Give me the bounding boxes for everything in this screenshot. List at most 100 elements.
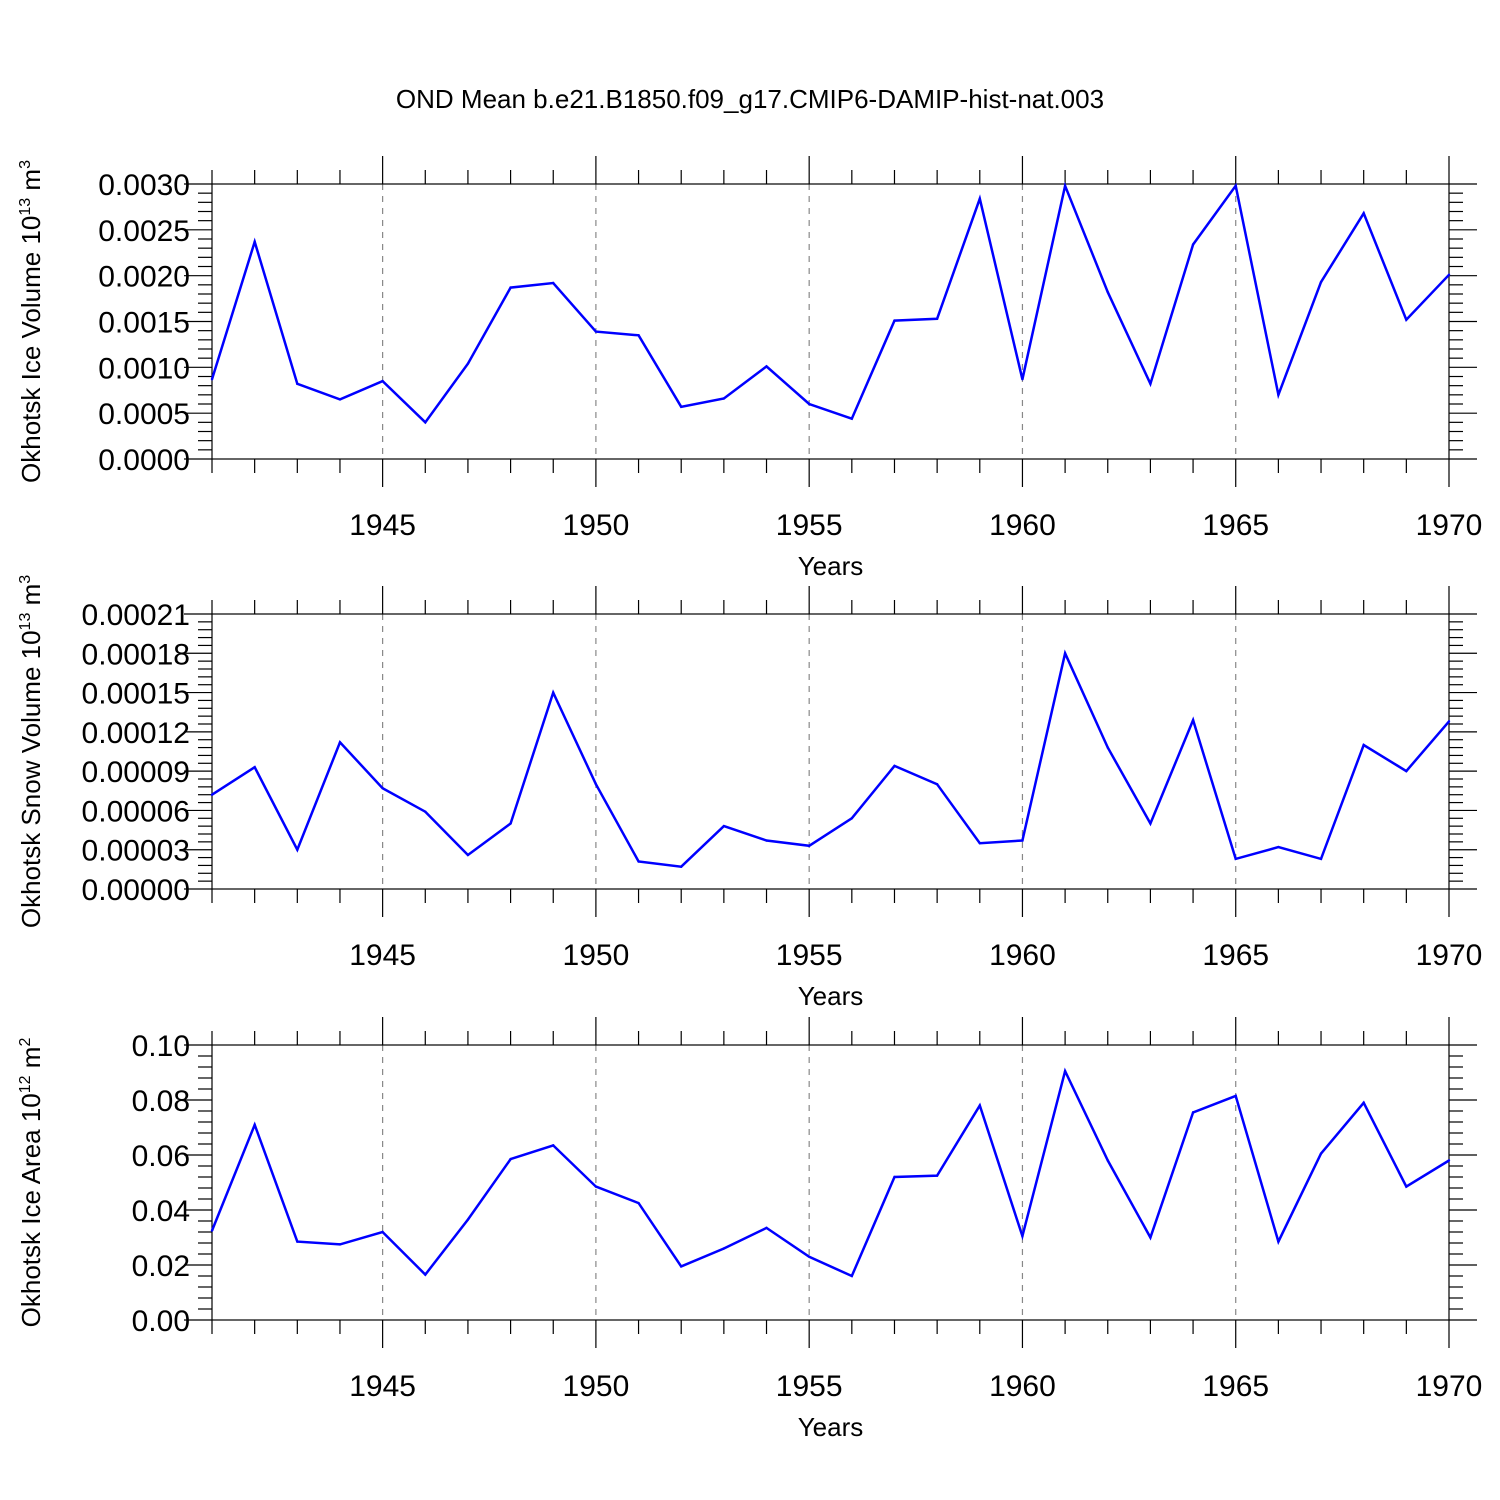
data-point xyxy=(1234,184,1237,188)
data-point xyxy=(1447,1159,1451,1162)
data-point xyxy=(466,362,470,365)
x-tick-label: 1970 xyxy=(1416,509,1483,542)
data-point xyxy=(210,1229,214,1232)
data-point xyxy=(1063,184,1067,188)
data-point xyxy=(807,1255,811,1258)
data-point xyxy=(509,1157,512,1161)
data-point xyxy=(552,1144,555,1147)
data-point xyxy=(850,1274,854,1278)
data-point xyxy=(1319,857,1323,861)
data-point xyxy=(1277,393,1280,397)
y-tick-label: 0.10 xyxy=(132,1030,190,1063)
y-tick-label: 0.08 xyxy=(132,1085,190,1118)
data-point xyxy=(1362,743,1365,747)
y-tick-label: 0.00015 xyxy=(82,678,190,711)
y-axis-label-unit-exponent: 3 xyxy=(17,575,34,584)
x-tick-label: 1955 xyxy=(776,509,843,542)
x-tick-label: 1970 xyxy=(1416,939,1483,972)
data-point xyxy=(722,1247,726,1250)
y-tick-label: 0.06 xyxy=(132,1140,190,1173)
y-axis-label-text: Okhotsk Snow Volume 10 xyxy=(16,630,46,928)
x-tick-label: 1945 xyxy=(349,509,416,542)
data-point xyxy=(338,1243,342,1246)
data-point xyxy=(765,839,768,842)
data-point xyxy=(978,1104,981,1107)
data-point xyxy=(765,1226,768,1230)
plot-frame xyxy=(211,1044,1450,1321)
data-point xyxy=(210,793,214,796)
data-point xyxy=(1021,839,1024,842)
x-tick-label: 1965 xyxy=(1202,1370,1269,1403)
data-point xyxy=(1405,1185,1408,1188)
data-point xyxy=(807,402,811,406)
x-tick-label: 1955 xyxy=(776,939,843,972)
y-tick-label: 0.00003 xyxy=(82,835,190,868)
data-point xyxy=(978,197,981,200)
data-point xyxy=(1021,378,1024,381)
data-point xyxy=(509,822,512,825)
data-point xyxy=(296,848,299,851)
y-tick-label: 0.00021 xyxy=(82,599,190,632)
data-point xyxy=(253,240,256,243)
x-tick-label: 1970 xyxy=(1416,1370,1483,1403)
data-point xyxy=(1319,280,1323,284)
y-axis-label-unit: m xyxy=(16,584,46,613)
y-tick-label: 0.00009 xyxy=(82,756,190,789)
data-point xyxy=(1447,273,1451,276)
series-line-ice-area xyxy=(210,1067,1450,1278)
data-point xyxy=(893,1175,896,1179)
x-tick-label: 1945 xyxy=(349,939,416,972)
data-point xyxy=(253,1123,256,1126)
series-line-ice-volume xyxy=(210,181,1450,425)
data-point xyxy=(680,1265,683,1268)
data-point xyxy=(1106,746,1109,749)
y-axis-label-exponent: 12 xyxy=(17,1075,34,1093)
data-point xyxy=(637,1201,640,1205)
chart-panel-snow-volume: 0.00000 0.00003 0.00006 0.00009 0.00012 0.000… xyxy=(16,575,1482,1011)
y-axis-label-text: Okhotsk Ice Area 10 xyxy=(16,1093,46,1327)
y-tick-label: 0.00012 xyxy=(82,717,190,750)
data-point xyxy=(594,1185,598,1188)
data-point xyxy=(424,810,427,813)
data-point xyxy=(296,382,299,386)
y-tick-label: 0.0025 xyxy=(98,215,190,248)
data-point xyxy=(1234,857,1237,861)
y-axis-label: Okhotsk Snow Volume 1013 m3 xyxy=(16,575,46,928)
data-point xyxy=(637,334,640,337)
y-tick-label: 0.04 xyxy=(132,1195,190,1228)
data-point xyxy=(466,1218,470,1221)
data-point xyxy=(509,286,512,289)
y-axis-label-unit: m xyxy=(16,1047,46,1076)
x-axis-label: Years xyxy=(798,551,864,581)
data-point xyxy=(1191,718,1195,722)
data-point xyxy=(1063,1069,1067,1073)
data-point xyxy=(1319,1152,1323,1155)
y-tick-label: 0.02 xyxy=(132,1250,190,1283)
x-axis-label: Years xyxy=(798,981,864,1011)
data-point xyxy=(552,281,555,285)
data-point xyxy=(935,783,939,786)
data-point xyxy=(893,764,896,768)
x-tick-label: 1965 xyxy=(1202,939,1269,972)
data-point xyxy=(680,865,683,868)
x-tick-label: 1945 xyxy=(349,1370,416,1403)
y-axis-label-exponent: 13 xyxy=(17,613,34,631)
data-point xyxy=(978,841,981,845)
data-point xyxy=(935,317,939,320)
data-point xyxy=(381,1230,384,1234)
data-point xyxy=(381,786,384,790)
data-point xyxy=(893,319,896,322)
x-tick-label: 1950 xyxy=(563,939,630,972)
y-tick-label: 0.0015 xyxy=(98,307,190,340)
series-line-snow-volume xyxy=(211,649,1450,869)
data-point xyxy=(338,741,342,744)
data-point xyxy=(466,853,470,857)
y-axis-label: Okhotsk Ice Volume 1013 m3 xyxy=(16,160,46,483)
figure-title: OND Mean b.e21.B1850.f09_g17.CMIP6-DAMIP… xyxy=(396,84,1104,114)
data-point xyxy=(807,844,811,847)
y-tick-label: 0.0030 xyxy=(98,169,190,202)
data-point xyxy=(253,766,256,769)
data-point xyxy=(381,379,384,383)
x-tick-label: 1950 xyxy=(563,509,630,542)
data-point xyxy=(1021,1234,1024,1238)
